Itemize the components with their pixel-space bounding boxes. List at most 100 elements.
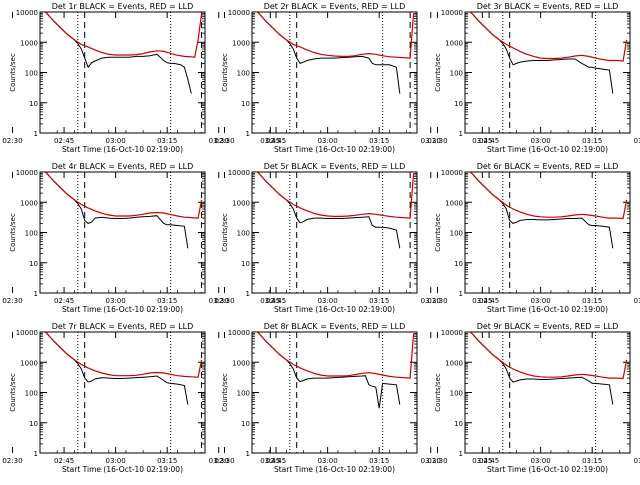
x-axis-label: Start Time (16-Oct-10 02:19:00): [487, 305, 608, 314]
chart-title: Det 5r BLACK = Events, RED = LLD: [264, 162, 406, 171]
x-tick-label: 03:00: [318, 457, 338, 465]
chart-panel-3: Det 3r BLACK = Events, RED = LLD 1 10 100 10…: [427, 2, 640, 154]
x-tick-label: 03:00: [106, 137, 126, 145]
x-tick-label: 02:30: [214, 137, 234, 145]
events-series-line: [44, 12, 192, 94]
lld-series-line: [469, 12, 628, 62]
events-series-line: [469, 12, 614, 94]
x-tick-label: 03:45: [472, 297, 492, 305]
chart-title: Det 7r BLACK = Events, RED = LLD: [52, 322, 194, 331]
x-tick-label: 02:30: [214, 297, 234, 305]
x-axis-label: Start Time (16-Oct-10 02:19:00): [487, 145, 608, 154]
x-tick-label: 03:15: [582, 457, 602, 465]
x-tick-label: 03:00: [106, 297, 126, 305]
plot-area: [469, 12, 628, 133]
events-series-line: [469, 332, 614, 405]
chart-title: Det 2r BLACK = Events, RED = LLD: [264, 2, 406, 11]
y-tick-label: 1000: [232, 359, 250, 367]
y-tick-label: 10000: [16, 9, 38, 17]
y-tick-label: 10: [29, 260, 38, 268]
x-tick-label: 03:00: [106, 457, 126, 465]
lld-series-line: [469, 332, 628, 380]
plot-frame: [464, 171, 631, 294]
y-axis-label: Counts/sec: [9, 213, 17, 252]
plot-frame: [464, 11, 631, 134]
plot-area: [256, 332, 415, 453]
events-series-line: [256, 172, 401, 249]
y-axis-label: Counts/sec: [221, 53, 229, 92]
chart-panel-8: Det 8r BLACK = Events, RED = LLD11010010…: [214, 322, 492, 474]
lld-series-line: [256, 172, 415, 219]
plot-frame: [251, 171, 418, 294]
chart-panel-4: Det 4r BLACK = Events, RED = LLD11010010…: [2, 162, 280, 314]
lld-series-line: [44, 12, 203, 58]
y-tick-label: 100: [25, 230, 38, 238]
chart-panel-1: Det 1r BLACK = Events, RED = LLD11010010…: [2, 2, 280, 154]
y-tick-label: 10000: [16, 169, 38, 177]
x-tick-label: 03:30: [209, 297, 229, 305]
y-tick-label: 100: [25, 390, 38, 398]
x-axis-label: Start Time (16-Oct-10 02:19:00): [62, 305, 183, 314]
x-tick-label: 03:00: [531, 137, 551, 145]
x-axis-label: Start Time (16-Oct-10 02:19:00): [62, 465, 183, 474]
x-tick-label: 03:30: [421, 297, 441, 305]
events-series-line: [44, 332, 189, 405]
x-axis-label: Start Time (16-Oct-10 02:19:00): [274, 465, 395, 474]
plot-frame: [39, 11, 206, 134]
x-tick-label: 03:15: [582, 297, 602, 305]
y-tick-label: 1000: [232, 199, 250, 207]
x-tick-label: 03:45: [260, 457, 280, 465]
chart-title: Det 6r BLACK = Events, RED = LLD: [477, 162, 619, 171]
plot-area: [469, 172, 628, 293]
y-tick-label: 10: [241, 420, 250, 428]
y-tick-label: 1000: [20, 359, 38, 367]
x-tick-label: 03:30: [634, 297, 640, 305]
lld-series-line: [256, 332, 415, 379]
plot-area: [44, 172, 203, 293]
lld-series-line: [44, 332, 203, 378]
events-series-line: [256, 12, 401, 94]
plot-area: [44, 332, 203, 453]
plot-area: [256, 172, 415, 293]
x-tick-label: 02:45: [266, 457, 286, 465]
chart-title: Det 9r BLACK = Events, RED = LLD: [477, 322, 619, 331]
x-tick-label: 03:30: [209, 457, 229, 465]
y-axis-label: Counts/sec: [434, 373, 442, 412]
x-tick-label: 02:30: [427, 297, 447, 305]
x-tick-label: 03:30: [209, 137, 229, 145]
x-tick-label: 03:15: [582, 137, 602, 145]
plot-frame: [251, 331, 418, 454]
chart-panel-5: Det 5r BLACK = Events, RED = LLD11010010…: [214, 162, 492, 314]
x-tick-label: 03:45: [260, 297, 280, 305]
y-tick-label: 1: [34, 450, 38, 458]
y-tick-label: 10000: [441, 329, 463, 337]
y-tick-label: 10000: [441, 169, 463, 177]
chart-title: Det 1r BLACK = Events, RED = LLD: [52, 2, 194, 11]
plot-frame: [39, 331, 206, 454]
y-tick-label: 1: [246, 450, 250, 458]
y-tick-label: 10000: [16, 329, 38, 337]
y-axis-label: Counts/sec: [434, 213, 442, 252]
x-tick-label: 03:15: [157, 137, 177, 145]
y-axis-label: Counts/sec: [9, 373, 17, 412]
x-tick-label: 02:30: [427, 137, 447, 145]
x-tick-label: 02:30: [2, 297, 22, 305]
chart-title: Det 3r BLACK = Events, RED = LLD: [477, 2, 619, 11]
y-tick-label: 10000: [441, 9, 463, 17]
x-tick-label: 03:15: [369, 297, 389, 305]
y-tick-label: 10: [241, 100, 250, 108]
plot-frame: [251, 11, 418, 134]
y-tick-label: 100: [450, 70, 463, 78]
x-tick-label: 03:45: [472, 457, 492, 465]
events-series-line: [469, 172, 614, 249]
x-tick-label: 02:30: [2, 457, 22, 465]
x-tick-label: 03:00: [531, 297, 551, 305]
y-tick-label: 1000: [20, 39, 38, 47]
x-tick-label: 02:45: [479, 457, 499, 465]
y-tick-label: 1: [34, 130, 38, 138]
y-tick-label: 1: [246, 130, 250, 138]
y-tick-label: 1: [459, 290, 463, 298]
x-tick-label: 03:45: [472, 137, 492, 145]
